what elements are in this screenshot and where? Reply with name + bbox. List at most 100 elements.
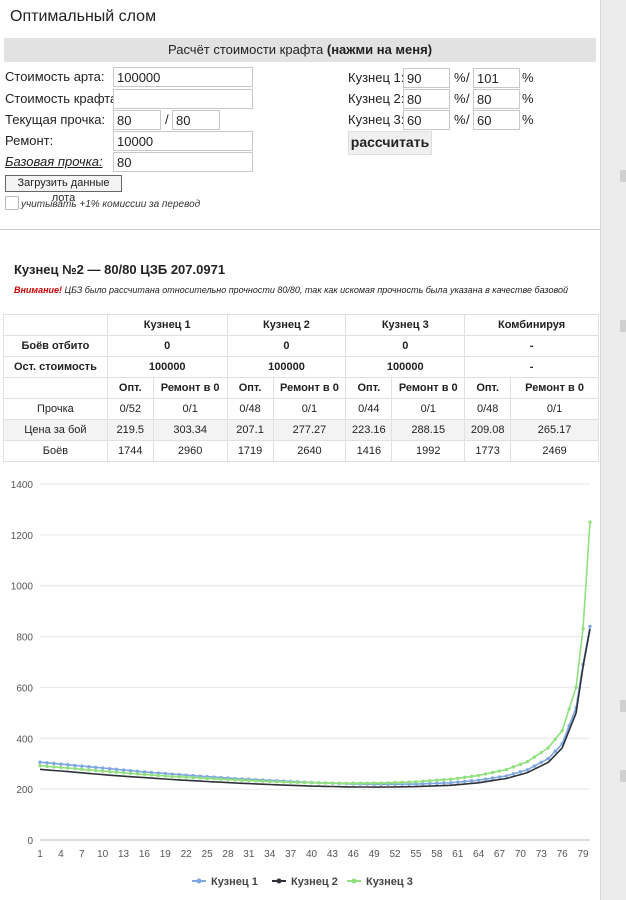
data-point	[73, 766, 77, 771]
art-cost-input[interactable]	[113, 67, 253, 87]
row-label-fights: Боёв отбито	[3, 335, 108, 357]
smith-2-value-1[interactable]	[403, 89, 450, 109]
x-tick-label: 19	[160, 849, 172, 860]
data-point	[462, 779, 467, 784]
data-point	[386, 781, 390, 785]
x-tick-label: 34	[264, 849, 276, 860]
data-point	[128, 771, 133, 776]
table-cell: 100000	[226, 356, 347, 378]
data-point	[553, 749, 557, 753]
legend-marker-3	[351, 878, 357, 884]
calculate-button[interactable]: рассчитать	[348, 131, 432, 155]
smith-2-label: Кузнец 2:	[348, 91, 405, 106]
x-tick-label: 31	[243, 849, 255, 860]
data-point	[574, 685, 578, 690]
y-tick-label: 1000	[11, 582, 34, 593]
craft-cost-button[interactable]: Расчёт стоимости крафта (нажми на меня)	[4, 38, 596, 62]
data-point	[421, 782, 425, 786]
x-tick-label: 1	[37, 849, 43, 860]
data-point	[121, 771, 126, 775]
data-point	[142, 770, 147, 774]
table-row: Боёв отбито 0 0 0 -	[3, 335, 599, 357]
x-tick-label: 67	[494, 849, 506, 860]
base-durability-input[interactable]	[113, 152, 253, 172]
result-warning: Внимание! ЦБЗ было рассчитана относитель…	[14, 285, 568, 295]
data-point	[511, 765, 516, 769]
data-point	[107, 769, 112, 774]
page: Оптимальный слом Расчёт стоимости крафта…	[0, 8, 600, 888]
data-point	[59, 762, 63, 766]
commission-checkbox[interactable]	[5, 196, 19, 210]
smith-1-pct: %	[454, 70, 466, 85]
data-point	[191, 775, 195, 780]
x-tick-label: 76	[557, 849, 569, 860]
legend-label-3: Кузнец 3	[366, 876, 413, 888]
data-point	[442, 778, 446, 782]
max-durability-input[interactable]	[172, 110, 220, 130]
header-empty	[3, 314, 108, 336]
current-durability-input[interactable]	[113, 110, 161, 130]
table-cell: 2640	[272, 440, 347, 462]
data-point	[539, 750, 543, 755]
row-label-fights-total: Боёв	[3, 440, 108, 462]
result-title: Кузнец №2 — 80/80 ЦЗБ 207.0971	[14, 262, 226, 277]
data-point	[449, 781, 453, 785]
table-cell: 2469	[510, 440, 599, 462]
table-subheader-row: Опт. Ремонт в 0 Опт. Ремонт в 0 Опт. Рем…	[3, 377, 599, 399]
load-lot-button[interactable]: Загрузить данные лота	[5, 175, 122, 204]
base-durability-label: Базовая прочка:	[5, 154, 103, 169]
data-point	[170, 774, 174, 779]
data-point	[205, 776, 209, 781]
table-cell: 209.08	[464, 419, 512, 441]
x-tick-label: 64	[473, 849, 485, 860]
smith-2-pct-2: %	[522, 91, 534, 106]
table-cell: 223.16	[345, 419, 393, 441]
x-tick-label: 37	[285, 849, 297, 860]
data-point	[588, 624, 592, 629]
data-point	[581, 627, 585, 631]
smith-1-value-1[interactable]	[403, 68, 450, 88]
x-tick-label: 46	[348, 849, 360, 860]
data-point	[442, 781, 446, 785]
data-point	[135, 769, 140, 774]
data-point	[497, 769, 502, 773]
data-point	[52, 765, 56, 769]
data-point	[407, 780, 411, 784]
commission-label: учитывать +1% комиссии за перевод	[21, 199, 201, 210]
x-tick-label: 55	[410, 849, 422, 860]
smith-3-value-1[interactable]	[403, 110, 450, 130]
smith-3-value-2[interactable]	[473, 110, 520, 130]
x-tick-label: 28	[222, 849, 234, 860]
scrollbar[interactable]	[600, 0, 626, 900]
data-point	[275, 780, 279, 784]
smith-1-slash: /	[466, 70, 470, 85]
smith-2-value-2[interactable]	[473, 89, 520, 109]
table-cell: -	[464, 356, 599, 378]
data-point	[247, 778, 251, 783]
subheader-cell: Опт.	[226, 377, 274, 399]
data-point	[435, 778, 439, 782]
smith-1-value-2[interactable]	[473, 68, 520, 88]
table-cell: 219.5	[106, 419, 154, 441]
data-point	[476, 778, 481, 782]
y-tick-label: 1200	[11, 531, 34, 542]
craft-cost-input[interactable]	[113, 89, 253, 109]
data-point	[504, 774, 509, 778]
table-row: Боёв 1744 2960 1719 2640 1416 1992 1773 …	[3, 440, 599, 462]
data-point	[588, 520, 592, 524]
smith-1-label: Кузнец 1:	[348, 70, 405, 85]
row-label-price: Цена за бой	[3, 419, 108, 441]
data-point	[456, 780, 460, 784]
data-point	[114, 770, 119, 774]
data-point	[268, 779, 272, 784]
header-combined: Комбинируя	[464, 314, 599, 336]
data-point	[156, 773, 161, 778]
table-cell: 100000	[106, 356, 228, 378]
data-point	[483, 777, 488, 781]
data-point	[316, 781, 321, 785]
table-cell: 0/48	[226, 398, 274, 420]
craft-button-label: Расчёт стоимости крафта	[167, 42, 327, 57]
repair-input[interactable]	[113, 131, 253, 151]
data-point	[449, 777, 453, 781]
x-tick-label: 13	[118, 849, 130, 860]
